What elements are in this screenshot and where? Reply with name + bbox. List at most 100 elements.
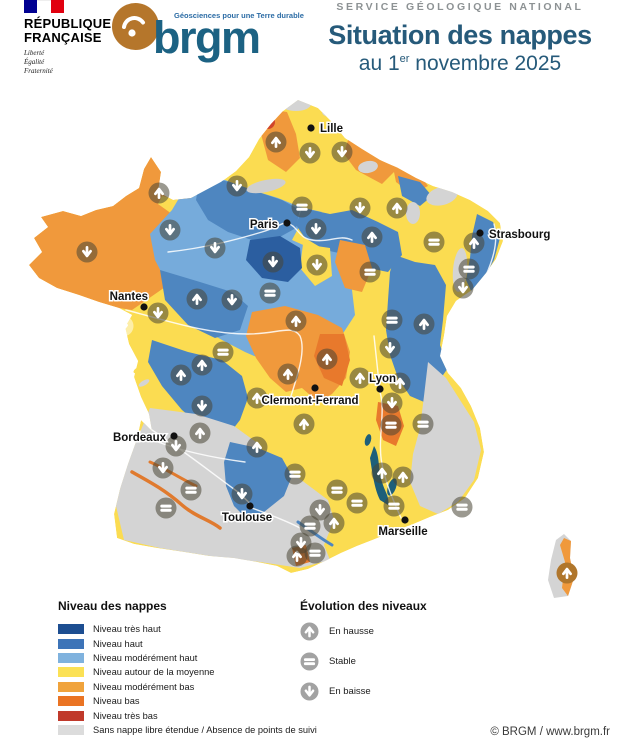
trend-arrow-down bbox=[299, 142, 321, 164]
trend-arrow-eq bbox=[380, 414, 402, 436]
city-marker: Nantes bbox=[108, 290, 150, 311]
page-title: Situation des nappes bbox=[328, 20, 592, 50]
legend-trend-label: En hausse bbox=[329, 625, 374, 637]
trend-arrow-eq bbox=[412, 413, 434, 435]
trend-arrow-eq bbox=[259, 282, 281, 304]
trend-arrow-eq bbox=[383, 495, 405, 517]
trend-arrow-eq bbox=[326, 479, 348, 501]
brgm-wordmark: brgm bbox=[153, 12, 261, 63]
trend-arrow-up bbox=[265, 131, 287, 153]
city-dot bbox=[401, 516, 409, 524]
city-marker: Lyon bbox=[368, 372, 398, 393]
city-label: Marseille bbox=[378, 526, 427, 538]
france-map: Lille Paris Strasbourg Nantes Lyon Clermont-F… bbox=[29, 100, 578, 598]
legend-item: Niveau très haut bbox=[58, 622, 317, 636]
trend-arrow-down bbox=[152, 457, 174, 479]
map-region bbox=[281, 100, 311, 111]
city-marker: Marseille bbox=[377, 516, 429, 540]
city-label: Nantes bbox=[110, 291, 148, 303]
trend-arrow-down bbox=[381, 392, 403, 414]
legend-trend-label: Stable bbox=[329, 655, 356, 667]
island bbox=[133, 366, 143, 374]
city-dot bbox=[140, 303, 148, 311]
legend-item: Niveau haut bbox=[58, 636, 317, 650]
city-label: Toulouse bbox=[222, 512, 272, 524]
legend-color-swatch bbox=[58, 724, 84, 735]
city-label: Bordeaux bbox=[113, 432, 167, 444]
trend-arrow-up bbox=[392, 466, 414, 488]
legend-levels-title: Niveau des nappes bbox=[58, 599, 167, 613]
trend-arrow-eq bbox=[155, 497, 177, 519]
legend-levels: Niveau des nappes Niveau très haut Niveau… bbox=[58, 599, 317, 737]
trend-arrow-up bbox=[285, 310, 307, 332]
flag-white bbox=[37, 0, 51, 14]
map-region bbox=[130, 470, 222, 530]
trend-arrow-down bbox=[379, 337, 401, 359]
republique-motto: Liberté Égalité Fraternité bbox=[24, 49, 53, 76]
map-region bbox=[29, 157, 246, 310]
legend-trend-label: En baisse bbox=[329, 685, 371, 697]
island bbox=[138, 379, 150, 387]
up-arrow-icon bbox=[300, 622, 319, 640]
legend-item-label: Niveau modérément haut bbox=[93, 652, 198, 663]
trend-arrow-up bbox=[361, 226, 383, 248]
city-dot bbox=[246, 502, 254, 510]
city-marker: Strasbourg bbox=[476, 228, 552, 243]
city-marker: Clermont-Ferrand bbox=[260, 384, 360, 409]
map-region bbox=[246, 178, 286, 194]
trend-arrow-up bbox=[246, 436, 268, 458]
legend-trends-items: En hausse Stable En baisse bbox=[300, 622, 427, 700]
trend-arrow-up bbox=[386, 197, 408, 219]
page-subtitle: au 1er novembre 2025 bbox=[358, 52, 562, 75]
legend-color-swatch bbox=[58, 710, 84, 721]
trend-arrow-eq bbox=[451, 496, 473, 518]
down-arrow-icon bbox=[300, 682, 319, 700]
trend-arrow-down bbox=[331, 141, 353, 163]
copyright: © BRGM / www.brgm.fr bbox=[490, 726, 610, 738]
city-label: Strasbourg bbox=[489, 229, 550, 241]
trend-arrow-up bbox=[191, 354, 213, 376]
trend-arrow-eq bbox=[291, 196, 313, 218]
trend-arrow-eq bbox=[458, 258, 480, 280]
trend-arrow-down bbox=[226, 175, 248, 197]
trend-arrow-up bbox=[293, 413, 315, 435]
trend-arrow-down bbox=[191, 395, 213, 417]
map-region bbox=[322, 107, 338, 117]
trend-arrow-down bbox=[309, 499, 331, 521]
trend-arrow-up bbox=[189, 422, 211, 444]
title-block: SERVICE GÉOLOGIQUE NATIONAL Situation de… bbox=[306, 0, 614, 76]
city-dot bbox=[307, 124, 315, 132]
map-region bbox=[364, 434, 372, 446]
trend-arrow-down bbox=[221, 289, 243, 311]
trend-arrow-down bbox=[159, 219, 181, 241]
trend-arrow-down bbox=[305, 218, 327, 240]
legend-levels-items: Niveau très haut Niveau haut Niveau modéré… bbox=[58, 622, 317, 737]
legend-trends: Évolution des niveaux En hausse Stable En … bbox=[300, 599, 427, 712]
legend-trend-item: En baisse bbox=[300, 682, 427, 700]
trend-arrow-eq bbox=[299, 515, 321, 537]
trend-arrow-eq bbox=[304, 542, 326, 564]
city-marker: Lille bbox=[307, 122, 345, 137]
map-region bbox=[148, 340, 248, 438]
trend-arrow-up bbox=[323, 512, 345, 534]
map-region bbox=[227, 100, 253, 111]
flag-blue bbox=[24, 0, 38, 13]
trend-arrow-eq bbox=[346, 492, 368, 514]
republique-francaise-logo: RÉPUBLIQUE FRANÇAISE Liberté Égalité Fra… bbox=[24, 0, 111, 77]
river-line bbox=[251, 507, 301, 529]
republique-name: RÉPUBLIQUE FRANÇAISE bbox=[24, 16, 112, 45]
legend-item: Niveau modérément bas bbox=[58, 680, 317, 694]
river-line bbox=[125, 309, 303, 397]
trend-arrow-down bbox=[165, 435, 187, 457]
legend-item: Niveau bas bbox=[58, 694, 317, 708]
trend-arrow-up bbox=[246, 387, 268, 409]
trend-arrow-up bbox=[556, 562, 578, 584]
city-marker: Toulouse bbox=[220, 502, 274, 526]
map-region bbox=[196, 176, 300, 240]
map-region bbox=[358, 160, 378, 174]
legend-trend-item: En hausse bbox=[300, 622, 427, 640]
flag-red bbox=[50, 0, 64, 13]
trend-arrow-down bbox=[147, 302, 169, 324]
trend-arrow-eq bbox=[423, 231, 445, 253]
